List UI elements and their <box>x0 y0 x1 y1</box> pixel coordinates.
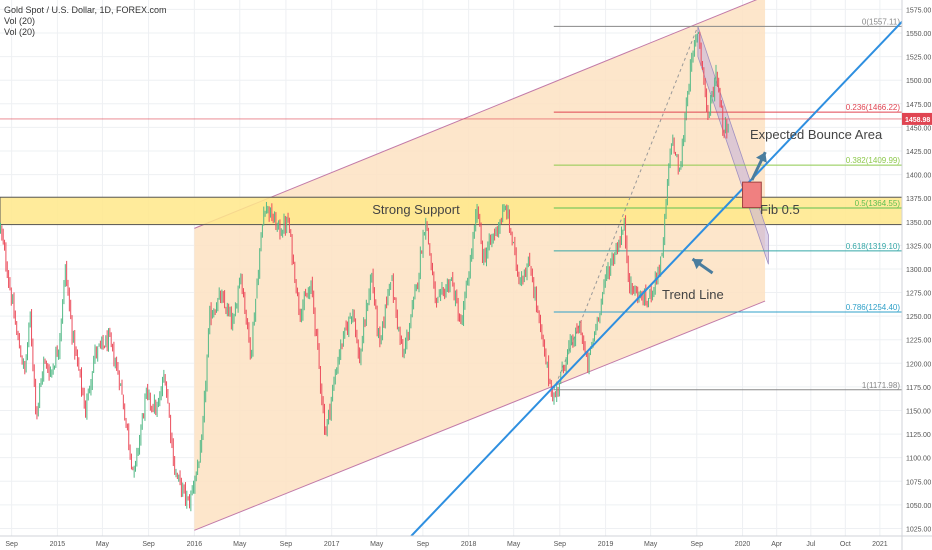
volume-indicator-1[interactable]: Vol (20) <box>4 16 36 26</box>
x-tick-label: Jul <box>806 541 815 548</box>
channel-lower-line <box>194 300 766 531</box>
x-tick-label: Sep <box>5 541 18 548</box>
plot-area: 0(1557.11) 0.236(1466.22) 0.382(1409.99) 0.… <box>0 0 902 536</box>
y-tick-label: 1575.00 <box>906 7 931 14</box>
x-tick-label: Apr <box>771 541 783 548</box>
x-tick-label: May <box>370 541 384 548</box>
symbol-title[interactable]: Gold Spot / U.S. Dollar, 1D, FOREX.com <box>4 5 167 15</box>
x-tick-label: 2018 <box>461 541 477 548</box>
fib-level-label: 1(1171.98) <box>862 381 900 390</box>
fib-level-label: 0.236(1466.22) <box>846 103 901 112</box>
x-tick-label: 2015 <box>50 541 66 548</box>
time-axis: Sep 2015 May Sep 2016 May Sep 2017 May Sep 2018 May… <box>5 541 887 548</box>
x-tick-label: May <box>507 541 521 548</box>
price-channel <box>194 0 766 531</box>
x-tick-label: 2019 <box>598 541 614 548</box>
bounce-box <box>742 181 762 209</box>
x-tick-label: 2016 <box>187 541 203 548</box>
y-tick-label: 1450.00 <box>906 125 931 132</box>
bounce-arrow-icon <box>750 151 767 181</box>
y-tick-label: 1475.00 <box>906 102 931 109</box>
fib-level-label: 0(1557.11) <box>862 17 900 26</box>
annotation-strong-support: Strong Support <box>372 202 460 217</box>
y-tick-label: 1200.00 <box>906 361 931 368</box>
fib-level-label: 0.618(1319.10) <box>846 242 901 251</box>
x-tick-label: 2021 <box>872 541 888 548</box>
volume-indicator-2[interactable]: Vol (20) <box>4 27 36 37</box>
x-tick-label: Sep <box>280 541 293 548</box>
y-tick-label: 1050.00 <box>906 503 931 510</box>
chart-legend: Gold Spot / U.S. Dollar, 1D, FOREX.com V… <box>4 5 167 38</box>
x-tick-label: Sep <box>691 541 704 548</box>
y-tick-label: 1150.00 <box>906 408 931 415</box>
x-tick-label: May <box>644 541 658 548</box>
x-tick-label: 2017 <box>324 541 340 548</box>
x-tick-label: Sep <box>417 541 430 548</box>
y-tick-label: 1125.00 <box>906 432 931 439</box>
y-tick-label: 1350.00 <box>906 220 931 227</box>
y-tick-label: 1550.00 <box>906 31 931 38</box>
annotation-trend-line: Trend Line <box>662 287 724 302</box>
y-tick-label: 1275.00 <box>906 291 931 298</box>
annotation-expected-bounce: Expected Bounce Area <box>750 127 883 142</box>
y-tick-label: 1325.00 <box>906 243 931 250</box>
y-tick-label: 1025.00 <box>906 526 931 533</box>
fib-level-label: 0.382(1409.99) <box>846 156 901 165</box>
y-tick-label: 1075.00 <box>906 479 931 486</box>
channel-upper-line <box>194 0 758 229</box>
candles <box>0 31 729 512</box>
y-tick-label: 1425.00 <box>906 149 931 156</box>
y-tick-label: 1525.00 <box>906 55 931 62</box>
x-tick-label: May <box>96 541 110 548</box>
y-tick-label: 1175.00 <box>906 385 931 392</box>
y-tick-label: 1300.00 <box>906 267 931 274</box>
y-tick-label: 1225.00 <box>906 338 931 345</box>
y-tick-label: 1100.00 <box>906 456 931 463</box>
trendline-arrow-icon <box>691 257 714 275</box>
x-tick-label: Oct <box>840 541 851 548</box>
y-tick-label: 1400.00 <box>906 173 931 180</box>
trend-line <box>410 21 902 536</box>
last-price-badge <box>902 112 932 125</box>
annotation-fib-05: Fib 0.5 <box>760 202 800 217</box>
y-tick-label: 1375.00 <box>906 196 931 203</box>
x-tick-label: Sep <box>554 541 567 548</box>
price-axis: 1025.00 1050.00 1075.00 1100.00 1125.00 1150.… <box>906 7 931 533</box>
fib-connector <box>553 26 699 390</box>
fib-level-label: 0.5(1364.55) <box>855 199 901 208</box>
x-tick-label: May <box>233 541 247 548</box>
y-tick-label: 1250.00 <box>906 314 931 321</box>
x-tick-label: 2020 <box>735 541 751 548</box>
last-price-label: 1458.98 <box>905 117 930 124</box>
y-tick-label: 1500.00 <box>906 78 931 85</box>
x-tick-label: Sep <box>142 541 155 548</box>
fib-level-label: 0.786(1254.40) <box>846 303 901 312</box>
